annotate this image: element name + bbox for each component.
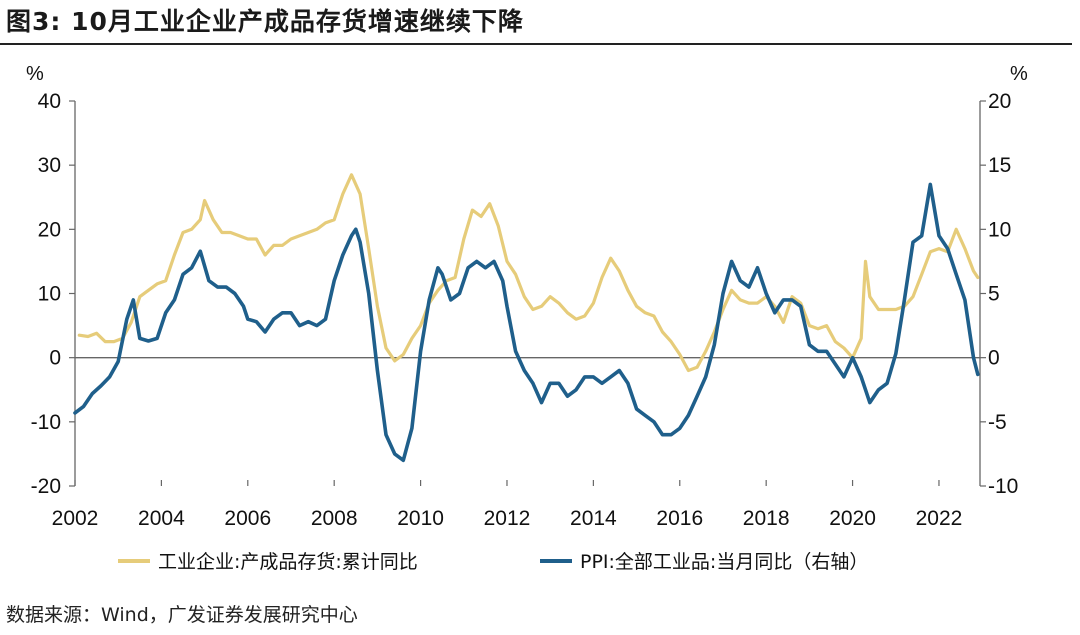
legend-label-inventory: 工业企业:产成品存货:累计同比 xyxy=(158,551,418,573)
x-tick-label: 2022 xyxy=(916,507,963,530)
left-tick-label: 30 xyxy=(38,154,61,177)
right-tick-label: -5 xyxy=(988,411,1007,434)
x-tick-label: 2006 xyxy=(224,507,271,530)
right-tick-label: 20 xyxy=(988,90,1011,113)
right-tick-label: 5 xyxy=(988,283,1000,306)
title-divider xyxy=(0,43,1072,45)
right-tick-label: 10 xyxy=(988,218,1011,241)
series-layer xyxy=(73,173,980,463)
x-tick-label: 2012 xyxy=(484,507,531,530)
series-line-ppi xyxy=(73,182,980,463)
chart-title: 图3: 10月工业企业产成品存货增速继续下降 xyxy=(6,7,524,36)
series-line-inventory xyxy=(77,173,980,373)
left-tick-label: -10 xyxy=(31,411,61,434)
legend: 工业企业:产成品存货:累计同比 PPI:全部工业品:当月同比（右轴） xyxy=(118,551,868,573)
x-tick-label: 2010 xyxy=(397,507,444,530)
left-tick-label: 10 xyxy=(38,283,61,306)
x-tick-label: 2004 xyxy=(138,507,185,530)
x-tick-label: 2020 xyxy=(829,507,876,530)
x-tick-label: 2014 xyxy=(570,507,617,530)
right-tick-label: -10 xyxy=(988,475,1018,498)
x-tick-label: 2008 xyxy=(311,507,358,530)
left-tick-label: -20 xyxy=(31,475,61,498)
right-tick-label: 0 xyxy=(988,347,1000,370)
x-tick-label: 2018 xyxy=(743,507,790,530)
left-tick-label: 20 xyxy=(38,218,61,241)
right-tick-label: 15 xyxy=(988,154,1011,177)
right-axis-unit: % xyxy=(1010,63,1028,85)
source-note: 数据来源：Wind，广发证券发展研究中心 xyxy=(6,604,358,626)
legend-label-ppi: PPI:全部工业品:当月同比（右轴） xyxy=(580,551,868,573)
left-tick-label: 0 xyxy=(49,347,61,370)
left-tick-label: 40 xyxy=(38,90,61,113)
x-tick-label: 2002 xyxy=(52,507,99,530)
left-axis-unit: % xyxy=(26,63,44,85)
x-tick-label: 2016 xyxy=(656,507,703,530)
